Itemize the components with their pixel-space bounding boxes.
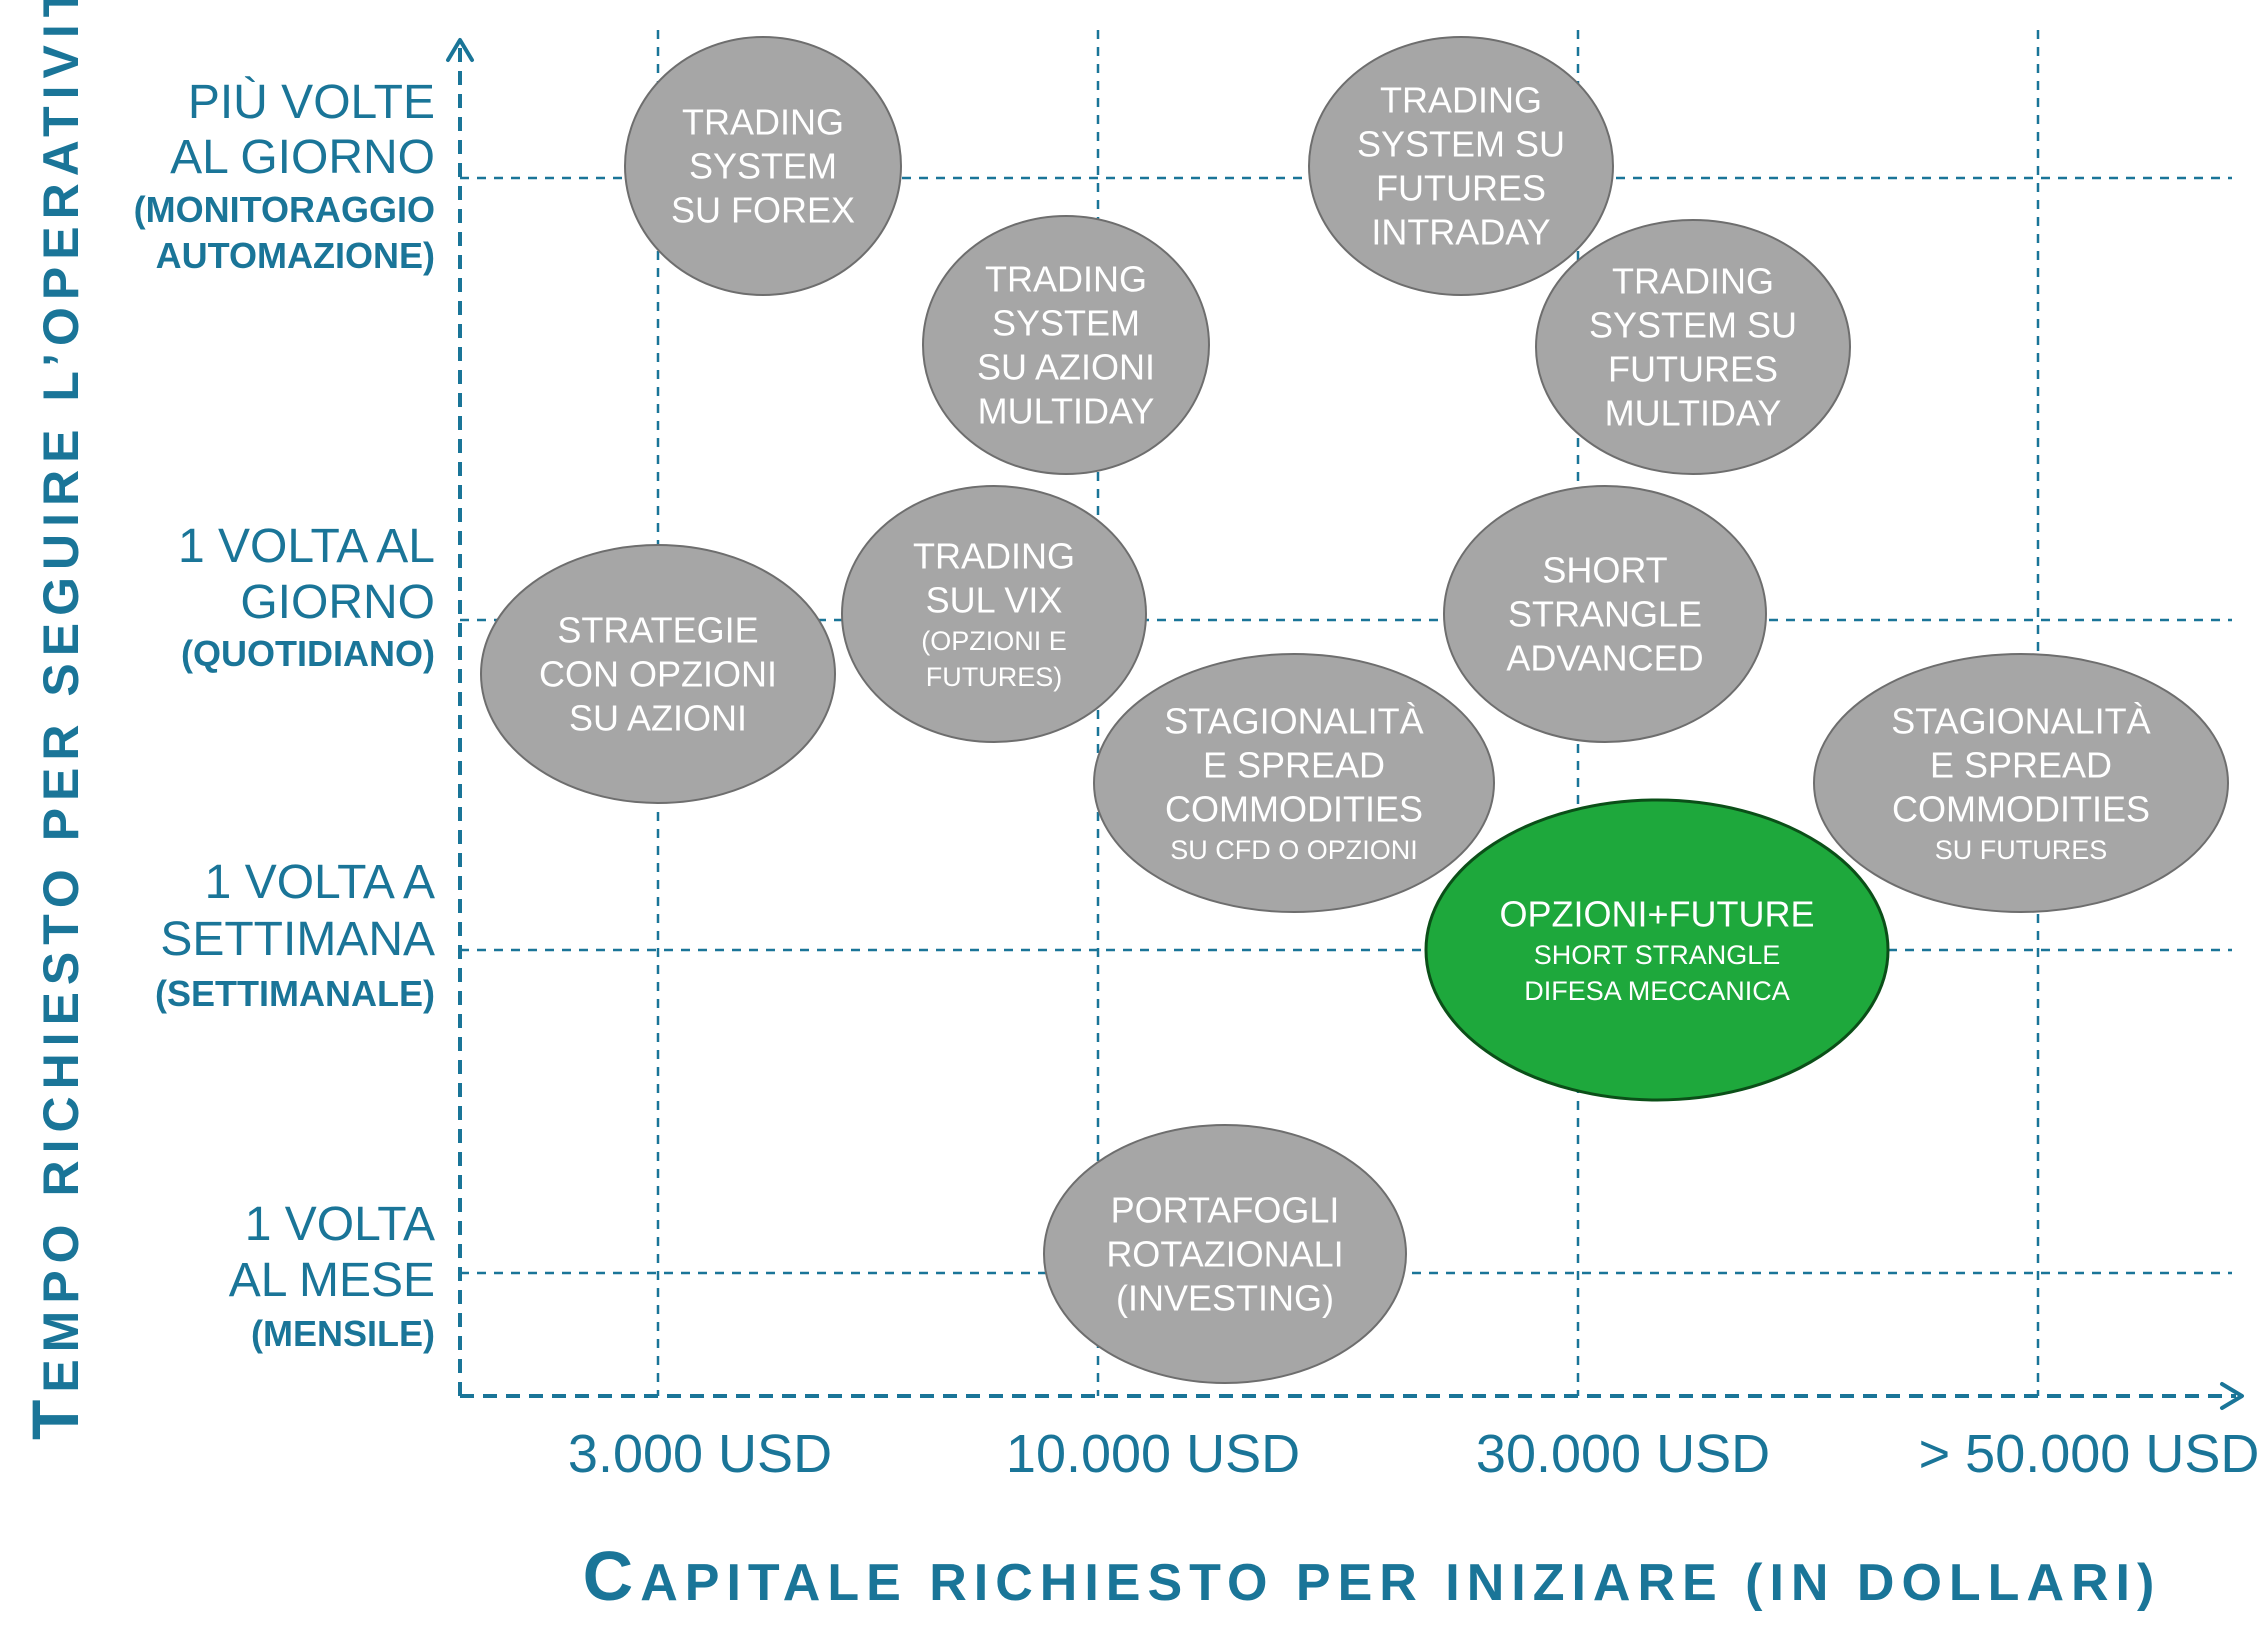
y-axis-title: TEMPO RICHIESTO PER SEGUIRE L’OPERATIVIT…	[18, 0, 92, 1440]
y-level-more-times-day: PIÙ VOLTE AL GIORNO (MONITORAGGIO AUTOMA…	[134, 75, 435, 276]
bubble-label: MULTIDAY	[978, 390, 1155, 431]
bubble-label: FUTURES)	[926, 662, 1063, 692]
y-level-label: 1 VOLTA A	[205, 856, 435, 909]
bubble-label: E SPREAD	[1930, 744, 2112, 785]
bubble-shape	[841, 485, 1147, 743]
bubble-label: ROTAZIONALI	[1106, 1233, 1343, 1274]
y-axis-title-initial: T	[18, 1393, 92, 1440]
bubble-label: INTRADAY	[1371, 211, 1550, 252]
bubble-label: SHORT	[1542, 549, 1667, 590]
bubble-label: FUTURES	[1376, 167, 1546, 208]
bubble-shape	[1535, 219, 1851, 475]
bubble-label: TRADING	[1612, 260, 1774, 301]
y-level-label: AL MESE	[229, 1254, 435, 1307]
x-level-3000: 3.000 USD	[568, 1424, 832, 1484]
bubble-label: SU CFD O OPZIONI	[1170, 835, 1418, 865]
bubble-label: SHORT STRANGLE	[1534, 940, 1781, 970]
y-level-label: GIORNO	[240, 576, 435, 629]
bubble-shape	[1443, 485, 1767, 743]
y-level-sublabel: AUTOMAZIONE)	[156, 235, 435, 276]
bubble-label: TRADING	[985, 258, 1147, 299]
bubble-label: OPZIONI+FUTURE	[1499, 893, 1814, 934]
y-axis-arrow-icon	[446, 38, 474, 62]
bubble-label: MULTIDAY	[1605, 392, 1782, 433]
bubble-label: ADVANCED	[1506, 637, 1703, 678]
bubble-label: SYSTEM	[689, 145, 837, 186]
x-axis-title-initial: C	[583, 1537, 641, 1615]
bubble-label: COMMODITIES	[1892, 788, 2150, 829]
bubble-label: CON OPZIONI	[539, 653, 777, 694]
bubble-label: SU AZIONI	[977, 346, 1155, 387]
bubble-shape	[1093, 653, 1495, 913]
y-level-once-week: 1 VOLTA A SETTIMANA (SETTIMANALE)	[155, 856, 435, 1014]
bubble-label: (INVESTING)	[1116, 1277, 1334, 1318]
bubble-label: SU FOREX	[671, 189, 855, 230]
y-level-once-month: 1 VOLTA AL MESE (MENSILE)	[229, 1198, 435, 1354]
bubble-label: (OPZIONI E	[921, 626, 1067, 656]
bubble-label: DIFESA MECCANICA	[1524, 976, 1790, 1006]
x-axis-title-rest: APITALE RICHIESTO PER INIZIARE (IN DOLLA…	[640, 1554, 2161, 1612]
bubble-label: SYSTEM	[992, 302, 1140, 343]
y-level-sublabel: (MENSILE)	[251, 1313, 435, 1354]
bubble-shape	[1043, 1124, 1407, 1384]
bubble-shape	[922, 215, 1210, 475]
bubble-shape	[624, 36, 902, 296]
bubble-label: STRATEGIE	[557, 609, 758, 650]
x-level-50000: > 50.000 USD	[1919, 1424, 2260, 1484]
bubble-label: SU AZIONI	[569, 697, 747, 738]
bubble-label: SU FUTURES	[1935, 835, 2108, 865]
bubble-label: TRADING	[682, 101, 844, 142]
bubble-shape	[1308, 36, 1614, 296]
bubble-label: SYSTEM SU	[1589, 304, 1797, 345]
bubble-label: E SPREAD	[1203, 744, 1385, 785]
x-level-30000: 30.000 USD	[1476, 1424, 1770, 1484]
bubble-label: PORTAFOGLI	[1111, 1189, 1340, 1230]
bubble-label: STAGIONALITÀ	[1164, 700, 1423, 741]
y-level-label: PIÙ VOLTE	[188, 75, 435, 129]
bubble-opzioni-future: OPZIONI+FUTURE SHORT STRANGLE DIFESA MECCA…	[1424, 798, 1890, 1102]
bubble-label: FUTURES	[1608, 348, 1778, 389]
y-level-label: 1 VOLTA	[245, 1198, 435, 1251]
bubble-label: SUL VIX	[926, 579, 1063, 620]
y-level-label: AL GIORNO	[170, 131, 435, 184]
y-level-label: SETTIMANA	[160, 913, 435, 966]
bubble-label: STAGIONALITÀ	[1891, 700, 2150, 741]
y-axis-title-rest: EMPO RICHIESTO PER SEGUIRE L’OPERATIVITÀ	[33, 0, 89, 1393]
bubble-shape	[1813, 653, 2229, 913]
y-level-label: 1 VOLTA AL	[178, 520, 435, 573]
y-level-sublabel: (MONITORAGGIO	[134, 189, 435, 230]
bubble-shape	[480, 544, 836, 804]
bubble-label: COMMODITIES	[1165, 788, 1423, 829]
bubble-label: TRADING	[913, 535, 1075, 576]
x-axis-arrow-icon	[2220, 1382, 2244, 1410]
y-level-sublabel: (QUOTIDIANO)	[181, 633, 435, 674]
x-level-10000: 10.000 USD	[1006, 1424, 1300, 1484]
y-level-once-day: 1 VOLTA AL GIORNO (QUOTIDIANO)	[178, 520, 435, 674]
y-level-sublabel: (SETTIMANALE)	[155, 973, 435, 1014]
bubble-label: STRANGLE	[1508, 593, 1702, 634]
bubble-label: SYSTEM SU	[1357, 123, 1565, 164]
x-axis-title: CAPITALE RICHIESTO PER INIZIARE (IN DOLL…	[583, 1537, 2162, 1615]
bubble-label: TRADING	[1380, 79, 1542, 120]
bubble-shape	[1424, 798, 1890, 1102]
